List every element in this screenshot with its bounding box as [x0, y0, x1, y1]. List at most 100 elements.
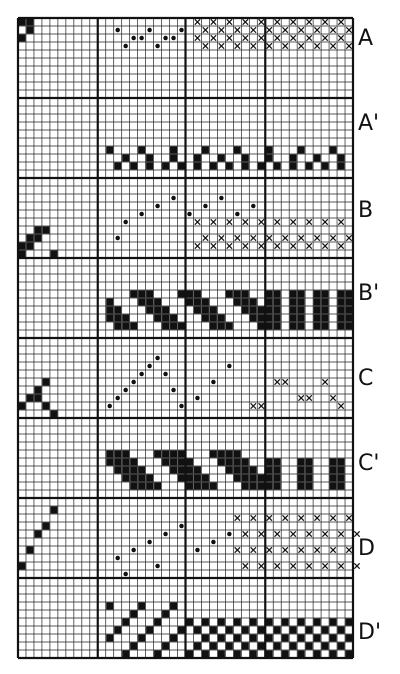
filled-cell: [273, 626, 281, 634]
filled-cell: [297, 474, 305, 482]
cross-mark: [274, 218, 281, 226]
filled-cell: [138, 466, 146, 474]
filled-cell: [313, 306, 321, 314]
filled-cell: [289, 642, 297, 650]
filled-cell: [249, 482, 257, 490]
filled-cell: [241, 482, 249, 490]
filled-cell: [162, 642, 170, 650]
filled-cell: [170, 146, 178, 154]
dot-mark: [123, 219, 128, 225]
filled-cell: [209, 450, 217, 458]
filled-cell: [345, 322, 353, 330]
filled-cell: [130, 482, 138, 490]
filled-cell: [273, 466, 281, 474]
filled-cell: [233, 458, 241, 466]
filled-cell: [138, 602, 146, 610]
dot-mark: [131, 379, 136, 385]
cross-mark: [290, 18, 297, 26]
filled-cell: [225, 466, 233, 474]
dot-mark: [179, 403, 184, 409]
row-label-a: A: [358, 26, 374, 51]
filled-cell: [209, 314, 217, 322]
filled-cell: [114, 162, 122, 170]
cross-mark: [258, 242, 265, 250]
filled-cell: [241, 458, 249, 466]
filled-cell: [170, 322, 178, 330]
cross-mark: [234, 234, 241, 242]
cross-mark: [337, 562, 345, 570]
filled-cell: [233, 618, 241, 626]
cross-mark: [242, 34, 249, 42]
cross-mark: [242, 242, 249, 250]
filled-cell: [106, 450, 114, 458]
dot-mark: [115, 395, 120, 401]
dot-mark: [155, 355, 160, 361]
filled-cell: [42, 402, 50, 410]
cross-mark: [194, 242, 201, 250]
filled-cell: [42, 226, 50, 234]
dot-mark: [171, 195, 176, 201]
filled-cell: [122, 458, 130, 466]
filled-cell: [329, 466, 337, 474]
cross-mark: [210, 18, 217, 26]
cross-mark: [218, 234, 225, 242]
filled-cell: [249, 474, 257, 482]
filled-cell: [249, 634, 257, 642]
filled-cell: [265, 322, 273, 330]
filled-cell: [337, 314, 345, 322]
filled-cell: [305, 626, 313, 634]
filled-cell: [273, 458, 281, 466]
filled-cell: [289, 298, 297, 306]
filled-cell: [265, 458, 273, 466]
filled-cell: [122, 618, 130, 626]
filled-cell: [241, 162, 249, 170]
row-label-a-prime: A': [358, 111, 380, 136]
filled-cell: [217, 618, 225, 626]
dot-mark: [123, 43, 128, 49]
cross-mark: [266, 26, 273, 34]
cross-mark: [258, 402, 265, 410]
dot-mark: [139, 371, 144, 377]
filled-cell: [114, 450, 122, 458]
cross-mark: [298, 26, 305, 34]
cross-mark: [234, 26, 241, 34]
cross-mark: [250, 514, 257, 522]
filled-cell: [281, 650, 289, 658]
cross-mark: [329, 26, 337, 34]
dot-mark: [115, 235, 120, 241]
filled-cell: [265, 298, 273, 306]
cross-mark: [250, 234, 257, 242]
cross-mark: [329, 234, 337, 242]
cross-mark: [306, 34, 313, 42]
filled-cell: [273, 642, 281, 650]
filled-cell: [42, 378, 50, 386]
filled-cell: [329, 482, 337, 490]
filled-cell: [249, 298, 257, 306]
filled-cell: [313, 154, 321, 162]
filled-cell: [329, 458, 337, 466]
cross-mark: [306, 394, 313, 402]
filled-cell: [273, 162, 281, 170]
filled-cell: [289, 322, 297, 330]
cross-mark: [266, 546, 273, 554]
filled-cell: [26, 26, 34, 34]
cross-mark: [306, 530, 313, 538]
filled-cell: [146, 154, 154, 162]
dot-mark: [163, 35, 168, 41]
filled-cell: [201, 482, 209, 490]
cross-mark: [226, 34, 233, 42]
filled-cell: [265, 146, 273, 154]
filled-cell: [34, 386, 42, 394]
cross-mark: [321, 562, 329, 570]
filled-cell: [233, 146, 241, 154]
cross-mark: [226, 218, 233, 226]
filled-cell: [337, 474, 345, 482]
filled-cell: [289, 306, 297, 314]
filled-cell: [273, 298, 281, 306]
filled-cell: [154, 450, 162, 458]
cross-mark: [282, 42, 289, 50]
filled-cell: [209, 322, 217, 330]
filled-cell: [305, 162, 313, 170]
filled-cell: [26, 394, 34, 402]
dot-mark: [131, 35, 136, 41]
